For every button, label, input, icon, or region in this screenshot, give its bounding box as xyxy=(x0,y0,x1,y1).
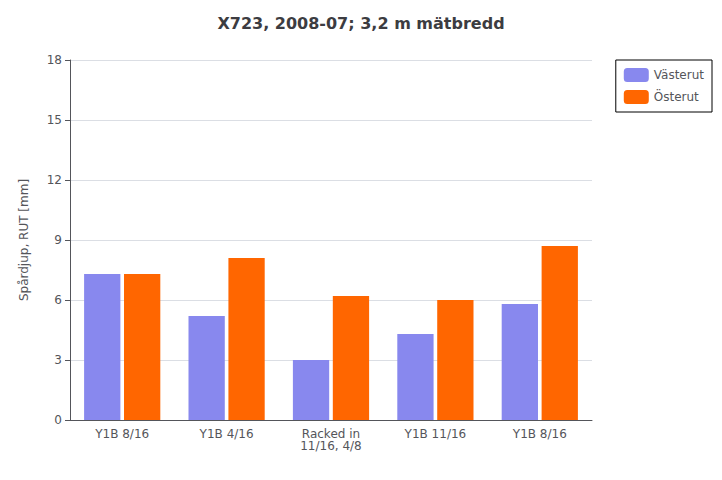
svg-text:0: 0 xyxy=(54,413,62,427)
svg-text:6: 6 xyxy=(54,293,62,307)
svg-text:Y1B 8/16: Y1B 8/16 xyxy=(512,427,567,441)
svg-text:Spårdjup, RUT [mm]: Spårdjup, RUT [mm] xyxy=(17,179,31,301)
svg-text:15: 15 xyxy=(47,113,62,127)
svg-text:Y1B 4/16: Y1B 4/16 xyxy=(199,427,254,441)
svg-text:9: 9 xyxy=(54,233,62,247)
svg-text:Västerut: Västerut xyxy=(654,68,705,82)
svg-text:Y1B 11/16: Y1B 11/16 xyxy=(404,427,467,441)
svg-text:11/16, 4/8: 11/16, 4/8 xyxy=(300,439,362,453)
svg-text:3: 3 xyxy=(54,353,62,367)
svg-text:Y1B 8/16: Y1B 8/16 xyxy=(94,427,149,441)
svg-text:X723, 2008-07; 3,2 m mätbredd: X723, 2008-07; 3,2 m mätbredd xyxy=(217,14,504,33)
svg-text:Racked in: Racked in xyxy=(301,427,361,441)
svg-text:Österut: Österut xyxy=(654,88,699,104)
svg-text:18: 18 xyxy=(47,53,62,67)
svg-text:12: 12 xyxy=(47,173,62,187)
